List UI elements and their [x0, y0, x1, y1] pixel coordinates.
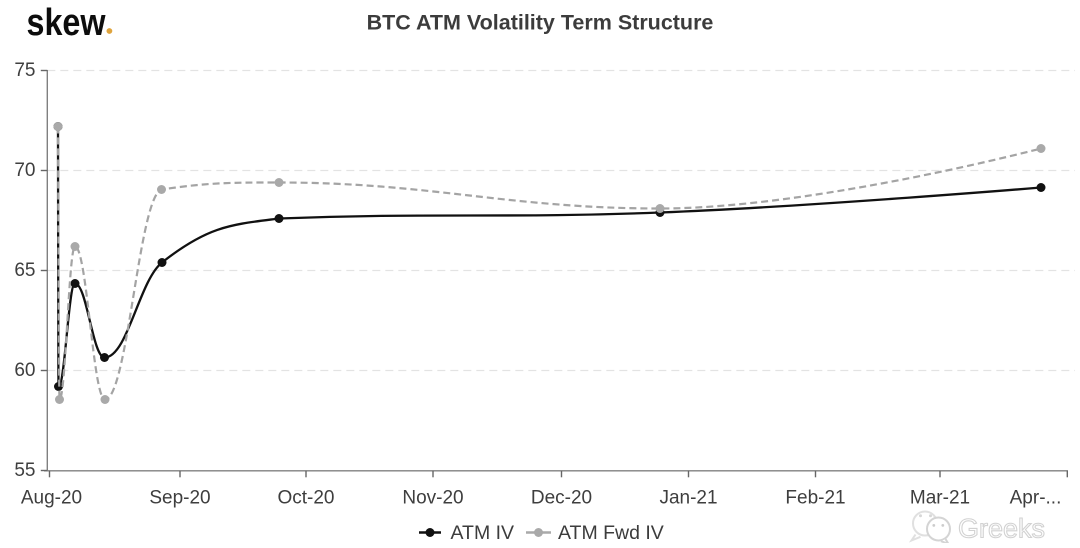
svg-text:75: 75: [14, 60, 35, 81]
svg-text:Aug-20: Aug-20: [21, 488, 82, 509]
svg-text:Mar-21: Mar-21: [910, 488, 970, 509]
svg-text:Apr-...: Apr-...: [1010, 488, 1062, 509]
svg-text:Jan-21: Jan-21: [659, 488, 717, 509]
svg-text:Nov-20: Nov-20: [402, 488, 463, 509]
svg-text:ATM Fwd IV: ATM Fwd IV: [558, 522, 664, 543]
svg-text:Oct-20: Oct-20: [277, 488, 334, 509]
svg-text:ATM IV: ATM IV: [451, 522, 515, 543]
svg-text:70: 70: [14, 160, 35, 181]
svg-text:60: 60: [14, 360, 35, 381]
svg-text:BTC ATM Volatility Term Struct: BTC ATM Volatility Term Structure: [367, 11, 714, 35]
svg-text:Greeks: Greeks: [958, 514, 1045, 544]
svg-text:Sep-20: Sep-20: [149, 488, 210, 509]
svg-text:65: 65: [14, 260, 35, 281]
svg-text:55: 55: [14, 460, 35, 481]
svg-text:skew: skew: [27, 2, 106, 44]
svg-text:Feb-21: Feb-21: [785, 488, 845, 509]
svg-text:Dec-20: Dec-20: [531, 488, 592, 509]
